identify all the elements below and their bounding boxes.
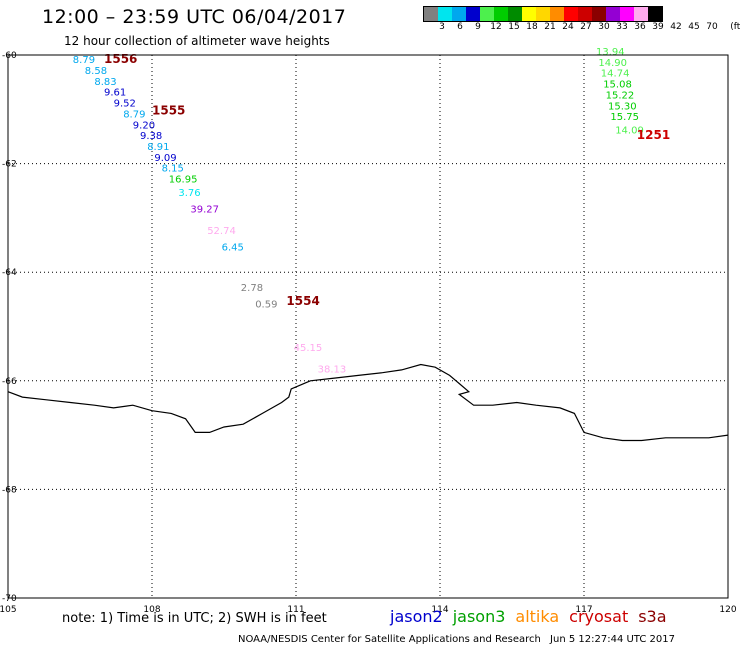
color-swatch [578,7,592,21]
wave-height-label: 15.08 [603,80,632,91]
lat-tick-label: -60 [2,51,17,61]
color-scale-label: 45 [688,22,700,32]
color-swatch [438,7,452,21]
satellite-legend-item: jason3 [452,607,506,626]
wave-height-label: 14.09 [615,126,644,137]
wave-height-observations: 8.798.588.839.619.528.799.209.388.919.09… [73,47,644,376]
lat-tick-label: -68 [2,485,17,495]
lon-tick-label: 117 [575,605,592,615]
color-swatch [522,7,536,21]
wave-height-label: 9.09 [154,153,176,164]
lat-lon-grid [8,55,728,598]
wave-height-label: 8.83 [94,77,116,88]
generated-timestamp: Jun 5 12:27:44 UTC 2017 [550,634,675,645]
color-scale-label: 42 [670,22,682,32]
color-scale-label: 24 [562,22,574,32]
color-scale-label: 27 [580,22,592,32]
color-swatch [550,7,564,21]
wave-height-label: 15.30 [608,101,637,112]
axis-tick-labels: 105 108 111 114 117 120 -60 -62 -64 -66 -68 -70 [0,51,737,615]
track-id-label: 1251 [637,128,670,142]
satellite-legend-item: jason2 [390,607,443,626]
track-id-label: 1555 [152,104,185,118]
wave-height-label: 14.74 [601,69,630,80]
wave-height-label: 14.90 [598,58,627,69]
wave-height-label: 8.79 [123,109,145,120]
wave-height-label: 8.91 [147,142,169,153]
map-subtitle: 12 hour collection of altimeter wave hei… [64,34,330,48]
wave-height-label: 8.79 [73,55,95,66]
color-swatch [564,7,578,21]
footer-credit: NOAA/NESDIS Center for Satellite Applica… [238,634,681,645]
wave-height-label: 9.38 [140,131,162,142]
wave-height-label: 9.52 [114,99,136,110]
color-scale-label: 18 [526,22,538,32]
color-swatch [424,7,438,21]
color-scale-label: 6 [457,22,463,32]
color-scale-label: 70 [706,22,718,32]
lon-tick-label: 120 [719,605,736,615]
lat-tick-label: -64 [2,268,17,278]
wave-height-label: 8.58 [85,66,107,77]
color-scale-label: 12 [490,22,502,32]
lat-tick-label: -66 [2,377,17,387]
color-scale-label: 33 [616,22,628,32]
color-swatch [466,7,480,21]
color-swatch [592,7,606,21]
lat-tick-label: -70 [2,594,17,604]
color-swatch [634,7,648,21]
wave-height-label: 9.61 [104,88,126,99]
wave-height-label: 45.15 [294,343,323,354]
satellite-legend-item: cryosat [569,607,629,626]
units-note: note: 1) Time is in UTC; 2) SWH is in fe… [62,611,327,626]
lat-tick-label: -62 [2,160,17,170]
satellite-legend-item: altika [515,607,560,626]
color-swatch [536,7,550,21]
color-scale-label: 39 [652,22,664,32]
wave-height-label: 9.20 [133,120,155,131]
color-scale-label: 9 [475,22,481,32]
wave-height-label: 8.15 [162,164,184,175]
color-scale-unit: (ft) [730,22,740,32]
wave-height-label: 0.59 [255,300,277,311]
color-swatch [452,7,466,21]
color-swatch [648,7,662,21]
satellite-legend: jason2 jason3 altika cryosat s3a [390,607,677,626]
lon-tick-label: 114 [431,605,448,615]
track-labels: 1556 1555 1554 1251 [104,52,670,308]
map-frame [7,54,729,599]
wave-height-label: 16.95 [169,175,198,186]
wave-height-label: 13.94 [596,47,625,58]
wave-height-label: 15.22 [606,90,635,101]
color-swatch [508,7,522,21]
wave-height-label: 3.76 [178,188,200,199]
wave-height-label: 39.27 [190,205,219,216]
track-id-label: 1556 [104,52,137,66]
color-scale-label: 3 [439,22,445,32]
wave-height-label: 15.75 [610,112,639,123]
color-scale-label: 30 [598,22,610,32]
wave-height-label: 6.45 [222,243,244,254]
wave-height-label: 2.78 [241,283,263,294]
color-swatch [494,7,508,21]
track-id-label: 1554 [286,294,319,308]
map-title: 12:00 – 23:59 UTC 06/04/2017 [42,6,347,28]
wave-height-label: 38.13 [318,365,347,376]
color-scale-label: 36 [634,22,646,32]
color-scale-label: 15 [508,22,520,32]
satellite-legend-item: s3a [638,607,667,626]
color-swatch [480,7,494,21]
lon-tick-label: 105 [0,605,17,615]
color-swatch [606,7,620,21]
lon-tick-label: 108 [143,605,160,615]
color-swatch [620,7,634,21]
color-scale-bar [423,6,663,22]
color-scale-label: 21 [544,22,556,32]
credit-text: NOAA/NESDIS Center for Satellite Applica… [238,634,541,645]
wave-height-label: 52.74 [207,226,236,237]
coastline [7,363,729,442]
lon-tick-label: 111 [287,605,304,615]
